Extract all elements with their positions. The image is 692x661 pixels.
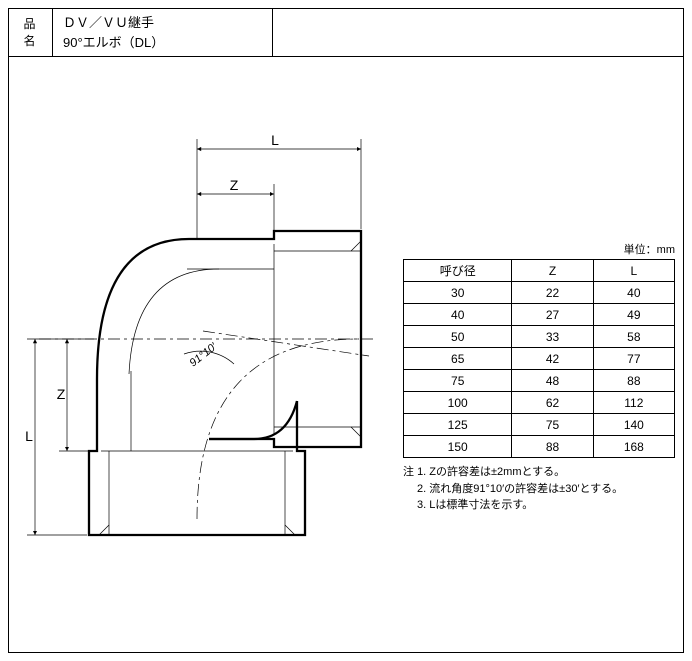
table-header-row: 呼び径 Z L: [404, 260, 675, 282]
outer-frame: 品 名 ＤＶ／ＶＵ継手 90°エルボ（DL）: [8, 8, 684, 653]
label-top: 品: [23, 16, 37, 33]
product-name: 90°エルボ（DL）: [63, 33, 262, 53]
table-cell: 112: [593, 392, 674, 414]
table-row: 654277: [404, 348, 675, 370]
item-name-label: 品 名: [9, 9, 53, 56]
table-cell: 77: [593, 348, 674, 370]
table-cell: 40: [593, 282, 674, 304]
table-cell: 49: [593, 304, 674, 326]
dimension-table-area: 単位：mm 呼び径 Z L 30224040274950335865427775…: [403, 241, 675, 514]
col-z: Z: [512, 260, 593, 282]
table-cell: 42: [512, 348, 593, 370]
dimension-table: 呼び径 Z L 30224040274950335865427775488810…: [403, 259, 675, 458]
table-cell: 58: [593, 326, 674, 348]
table-cell: 168: [593, 436, 674, 458]
label-bottom: 名: [23, 33, 37, 50]
table-cell: 65: [404, 348, 512, 370]
table-cell: 27: [512, 304, 593, 326]
table-cell: 75: [512, 414, 593, 436]
table-cell: 150: [404, 436, 512, 458]
table-cell: 88: [593, 370, 674, 392]
note-3: 3. Lは標準寸法を示す。: [403, 497, 675, 514]
table-cell: 22: [512, 282, 593, 304]
angle-label: 91°10′: [187, 340, 220, 369]
dim-L-left: L: [25, 428, 33, 444]
notes: 注 1. Zの許容差は±2mmとする。 2. 流れ角度91°10′の許容差は±3…: [403, 464, 675, 514]
table-cell: 75: [404, 370, 512, 392]
table-cell: 48: [512, 370, 593, 392]
table-cell: 88: [512, 436, 593, 458]
table-row: 754888: [404, 370, 675, 392]
table-cell: 33: [512, 326, 593, 348]
table-cell: 40: [404, 304, 512, 326]
product-series: ＤＶ／ＶＵ継手: [63, 13, 262, 33]
table-row: 15088168: [404, 436, 675, 458]
table-row: 302240: [404, 282, 675, 304]
note-1: 注 1. Zの許容差は±2mmとする。: [403, 464, 675, 481]
table-row: 10062112: [404, 392, 675, 414]
table-cell: 30: [404, 282, 512, 304]
dim-Z-left: Z: [57, 386, 66, 402]
col-l: L: [593, 260, 674, 282]
col-nominal: 呼び径: [404, 260, 512, 282]
table-cell: 100: [404, 392, 512, 414]
table-cell: 140: [593, 414, 674, 436]
table-row: 503358: [404, 326, 675, 348]
item-name-content: ＤＶ／ＶＵ継手 90°エルボ（DL）: [53, 9, 273, 56]
dim-L-top: L: [271, 132, 279, 148]
table-cell: 62: [512, 392, 593, 414]
unit-label: 単位：mm: [403, 241, 675, 257]
dim-Z-top: Z: [230, 177, 239, 193]
table-cell: 125: [404, 414, 512, 436]
table-cell: 50: [404, 326, 512, 348]
note-2: 2. 流れ角度91°10′の許容差は±30′とする。: [403, 481, 675, 498]
table-row: 12575140: [404, 414, 675, 436]
table-row: 402749: [404, 304, 675, 326]
elbow-diagram: L Z L Z 91°10′: [39, 139, 379, 529]
header-row: 品 名 ＤＶ／ＶＵ継手 90°エルボ（DL）: [9, 9, 683, 57]
